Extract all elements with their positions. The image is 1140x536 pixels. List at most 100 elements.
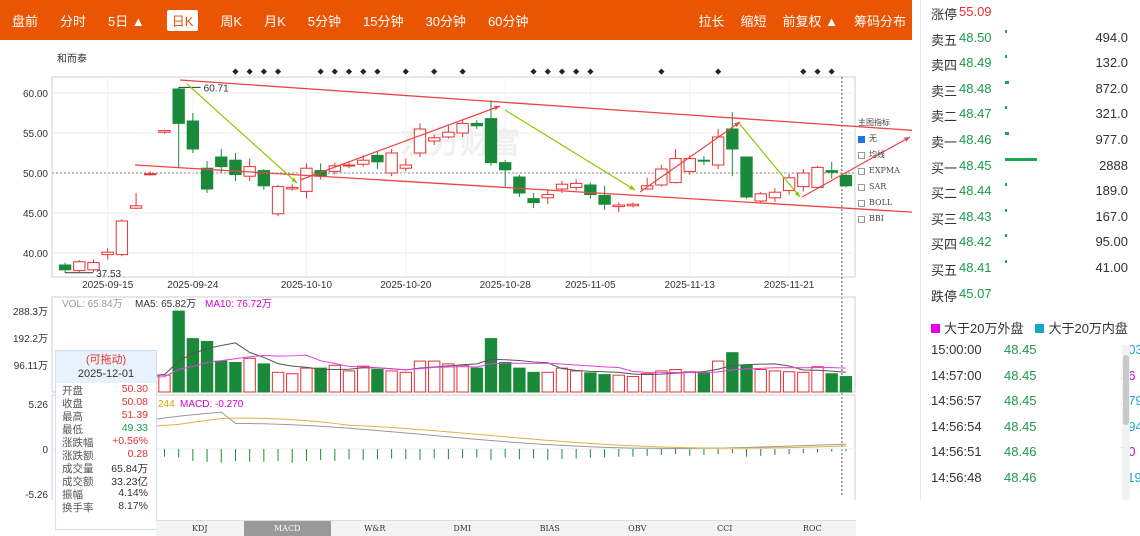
checkbox-icon[interactable]: [858, 199, 865, 207]
candle[interactable]: [172, 87, 185, 169]
trade-scrollbar[interactable]: [1122, 345, 1130, 500]
volume-bar[interactable]: [839, 376, 853, 393]
candle[interactable]: [499, 160, 512, 187]
indicator-tab-3[interactable]: DMI: [453, 524, 472, 533]
volume-bar[interactable]: [797, 371, 810, 393]
event-marker[interactable]: ⬥: [658, 66, 665, 76]
volume-bar[interactable]: [385, 370, 398, 393]
event-marker[interactable]: ⬥: [587, 66, 594, 76]
checkbox-icon[interactable]: [858, 151, 865, 159]
event-marker[interactable]: ⬥: [246, 66, 253, 76]
candle[interactable]: [371, 150, 384, 169]
volume-bar[interactable]: [541, 371, 554, 393]
volume-bar[interactable]: [286, 373, 299, 393]
volume-bar[interactable]: [470, 367, 483, 393]
checkbox-icon[interactable]: [858, 183, 865, 191]
trend-arrow[interactable]: [801, 136, 911, 198]
volume-bar[interactable]: [584, 372, 597, 393]
candle[interactable]: [442, 125, 455, 139]
candle[interactable]: [144, 171, 157, 176]
event-marker[interactable]: ⬥: [261, 66, 268, 76]
candle[interactable]: [740, 156, 753, 199]
period-tab-3[interactable]: 日K: [166, 9, 199, 31]
volume-bar[interactable]: [711, 360, 725, 393]
kline-chart-area[interactable]: 和而泰 东方财富 60.00 55.00 50.00 45.00 40.00 2025-09-…: [0, 40, 1140, 536]
candle[interactable]: [357, 155, 370, 167]
event-marker[interactable]: ⬥: [545, 66, 552, 76]
volume-bar[interactable]: [669, 369, 682, 393]
volume-bar[interactable]: [314, 367, 327, 393]
indicator-tab-7[interactable]: ROC: [802, 524, 822, 533]
volume-bar[interactable]: [200, 340, 214, 393]
volume-bar[interactable]: [726, 352, 739, 393]
tooltip-header[interactable]: (可拖动) 2025-12-01: [56, 351, 156, 383]
event-marker[interactable]: ⬥: [431, 66, 438, 76]
volume-bar[interactable]: [328, 364, 342, 393]
event-marker[interactable]: ⬥: [559, 66, 566, 76]
volume-bar[interactable]: [428, 360, 441, 393]
candle[interactable]: [342, 161, 356, 169]
event-marker[interactable]: ⬥: [530, 66, 537, 76]
volume-bar[interactable]: [626, 376, 640, 393]
event-marker[interactable]: ⬥: [360, 66, 367, 76]
indicator-tab-0[interactable]: KDJ: [191, 524, 208, 533]
main-indicator-option-0[interactable]: 无: [858, 131, 912, 147]
volume-bar[interactable]: [271, 371, 285, 393]
volume-bar[interactable]: [357, 365, 370, 393]
volume-bar[interactable]: [811, 366, 824, 393]
candle[interactable]: [655, 165, 668, 187]
trend-arrow[interactable]: [299, 105, 501, 181]
volume-bar[interactable]: [229, 361, 242, 393]
period-tab-0[interactable]: 盘前: [12, 13, 39, 29]
candle[interactable]: [626, 202, 640, 208]
event-marker[interactable]: ⬥: [232, 66, 239, 76]
candle[interactable]: [73, 260, 86, 273]
volume-bar[interactable]: [215, 360, 228, 393]
candle[interactable]: [541, 189, 554, 205]
candle[interactable]: [669, 149, 682, 184]
candle[interactable]: [158, 129, 171, 134]
period-tab-5[interactable]: 月K: [264, 13, 286, 29]
candle[interactable]: [484, 100, 498, 166]
checkbox-icon[interactable]: [858, 215, 865, 223]
channel-upper-line[interactable]: [179, 79, 1140, 147]
event-marker[interactable]: ⬥: [715, 66, 722, 76]
period-tab-4[interactable]: 周K: [220, 13, 243, 29]
volume-bar[interactable]: [782, 371, 796, 393]
volume-bar[interactable]: [754, 369, 767, 393]
volume-bar[interactable]: [342, 370, 356, 393]
volume-bar[interactable]: [612, 374, 625, 393]
candle[interactable]: [428, 134, 441, 145]
chart-tool-1[interactable]: 缩短: [740, 13, 767, 29]
volume-bar[interactable]: [740, 364, 753, 393]
volume-bar[interactable]: [300, 367, 313, 393]
volume-bar[interactable]: [484, 338, 498, 393]
candle[interactable]: [271, 185, 285, 217]
volume-bar[interactable]: [399, 371, 412, 393]
candle[interactable]: [286, 184, 299, 191]
event-marker[interactable]: ⬥: [829, 66, 836, 76]
main-indicator-option-4[interactable]: BOLL: [858, 195, 912, 211]
volume-bar[interactable]: [555, 367, 569, 393]
candle[interactable]: [456, 119, 469, 137]
candle[interactable]: [569, 179, 583, 191]
chart-tool-3[interactable]: 筹码分布: [853, 13, 906, 29]
candle[interactable]: [811, 165, 824, 189]
candle[interactable]: [186, 113, 200, 153]
volume-bar[interactable]: [442, 363, 455, 393]
candle[interactable]: [200, 161, 214, 193]
period-tab-1[interactable]: 分时: [60, 13, 87, 29]
volume-bar[interactable]: [598, 374, 611, 393]
candle[interactable]: [129, 193, 143, 209]
indicator-tab-5[interactable]: OBV: [628, 524, 647, 533]
event-marker[interactable]: ⬥: [332, 66, 339, 76]
trend-arrow[interactable]: [186, 83, 298, 184]
volume-bar[interactable]: [640, 373, 654, 393]
indicator-tab-6[interactable]: CCI: [717, 524, 733, 533]
main-indicator-option-5[interactable]: BBI: [858, 211, 912, 227]
event-marker[interactable]: ⬥: [800, 66, 807, 76]
event-marker[interactable]: ⬥: [275, 66, 282, 76]
volume-bar[interactable]: [569, 370, 583, 393]
trend-arrow[interactable]: [639, 121, 741, 193]
volume-bar[interactable]: [697, 371, 711, 393]
